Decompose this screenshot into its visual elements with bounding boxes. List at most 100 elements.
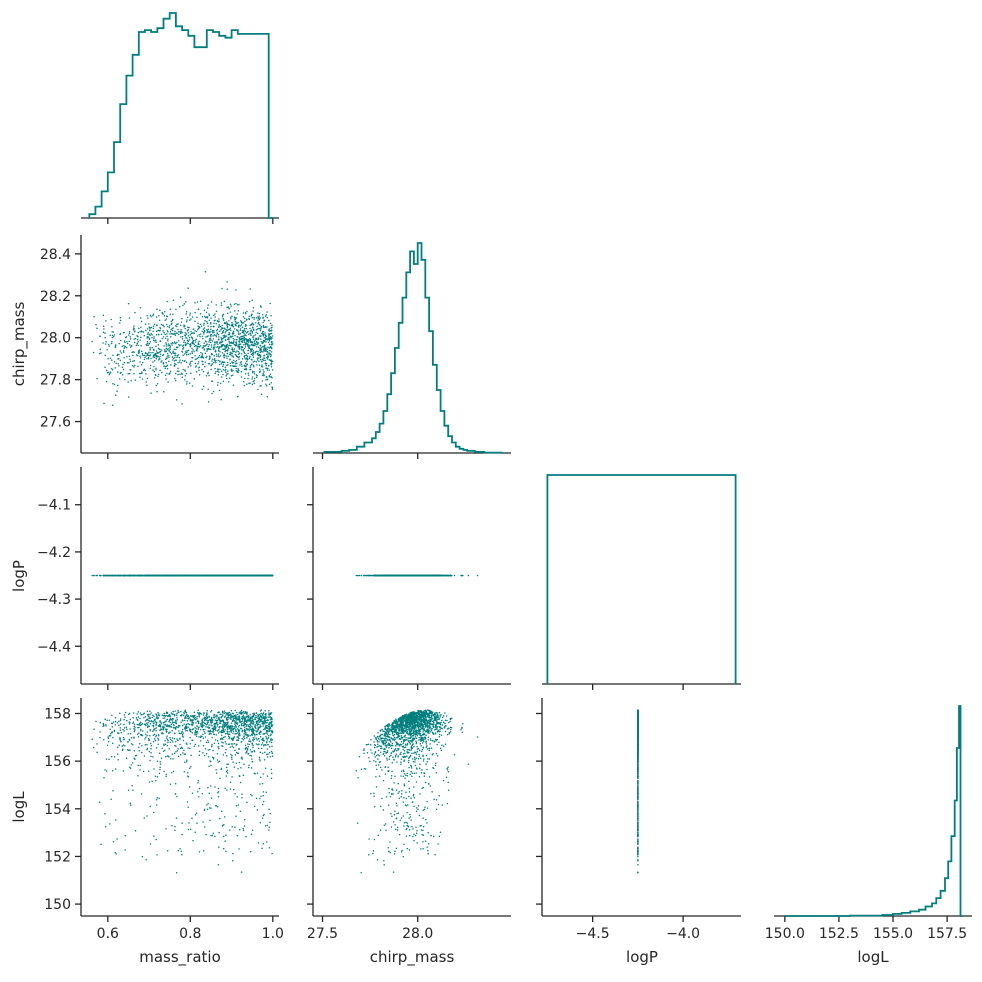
sample-point <box>171 333 173 335</box>
sample-point <box>103 403 105 405</box>
sample-point <box>239 364 241 366</box>
sample-point <box>209 315 211 317</box>
sample-point <box>160 361 162 363</box>
sample-point <box>243 341 245 343</box>
sample-point <box>194 302 196 304</box>
sample-point <box>230 369 232 371</box>
sample-point <box>177 367 179 369</box>
sample-point <box>271 351 273 353</box>
sample-point <box>259 348 261 350</box>
sample-point <box>137 345 139 347</box>
sample-point <box>202 347 204 349</box>
sample-point <box>100 348 102 350</box>
sample-point <box>255 334 257 336</box>
sample-point <box>154 371 156 373</box>
sample-point <box>198 361 200 363</box>
sample-point <box>166 301 168 303</box>
sample-point <box>133 338 135 340</box>
sample-point <box>117 354 119 356</box>
sample-point <box>126 356 128 358</box>
sample-point <box>203 324 205 326</box>
sample-point <box>230 354 232 356</box>
sample-point <box>260 345 262 347</box>
sample-point <box>138 341 140 343</box>
sample-point <box>256 361 258 363</box>
sample-point <box>176 332 178 334</box>
sample-point <box>256 329 258 331</box>
sample-point <box>211 331 213 333</box>
sample-point <box>223 319 225 321</box>
sample-point <box>203 357 205 359</box>
sample-point <box>144 368 146 370</box>
sample-point <box>251 363 253 365</box>
sample-point <box>228 320 230 322</box>
sample-point <box>259 319 261 321</box>
sample-point <box>234 366 236 368</box>
sample-point <box>161 349 163 351</box>
sample-point <box>237 336 239 338</box>
sample-point <box>252 381 254 383</box>
sample-point <box>159 369 161 371</box>
sample-point <box>228 334 230 336</box>
sample-point <box>139 376 141 378</box>
sample-point <box>228 329 230 331</box>
sample-point <box>166 350 168 352</box>
sample-point <box>213 362 215 364</box>
sample-point <box>210 326 212 328</box>
sample-point <box>224 370 226 372</box>
sample-point <box>170 331 172 333</box>
sample-point <box>266 354 268 356</box>
sample-point <box>163 336 165 338</box>
sample-point <box>120 372 122 374</box>
sample-point <box>122 346 124 348</box>
sample-point <box>158 330 160 332</box>
sample-point <box>175 334 177 336</box>
sample-point <box>209 319 211 321</box>
sample-point <box>113 331 115 333</box>
sample-point <box>207 388 209 390</box>
sample-point <box>122 374 124 376</box>
sample-point <box>206 375 208 377</box>
sample-point <box>210 317 212 319</box>
sample-point <box>217 343 219 345</box>
sample-point <box>269 375 271 377</box>
sample-point <box>244 338 246 340</box>
sample-point <box>106 370 108 372</box>
sample-point <box>269 359 271 361</box>
y-tick-label: −4.1 <box>37 498 71 514</box>
sample-point <box>268 342 270 344</box>
sample-point <box>128 575 130 577</box>
sample-point <box>192 357 194 359</box>
sample-point <box>255 322 256 324</box>
histogram-step <box>324 243 501 453</box>
sample-point <box>184 379 186 381</box>
sample-point <box>120 317 122 319</box>
sample-point <box>112 383 114 385</box>
sample-point <box>140 307 142 309</box>
sample-point <box>216 347 218 349</box>
sample-point <box>129 373 131 375</box>
sample-point <box>241 349 243 351</box>
sample-point <box>130 346 132 348</box>
sample-point <box>234 575 236 577</box>
sample-point <box>265 348 267 350</box>
sample-point <box>253 329 255 331</box>
sample-point <box>158 359 160 361</box>
sample-point <box>140 326 142 328</box>
sample-point <box>153 328 155 330</box>
sample-point <box>184 353 186 355</box>
sample-point <box>172 351 174 353</box>
sample-point <box>193 351 195 353</box>
sample-point <box>266 326 268 328</box>
sample-point <box>151 327 153 329</box>
sample-point <box>232 350 234 352</box>
sample-point <box>151 347 153 349</box>
sample-point <box>267 346 269 348</box>
sample-point <box>155 353 157 355</box>
sample-point <box>164 319 166 321</box>
sample-point <box>157 575 159 577</box>
sample-point <box>197 335 199 337</box>
sample-point <box>216 354 218 356</box>
sample-point <box>223 575 225 577</box>
sample-point <box>265 341 267 343</box>
